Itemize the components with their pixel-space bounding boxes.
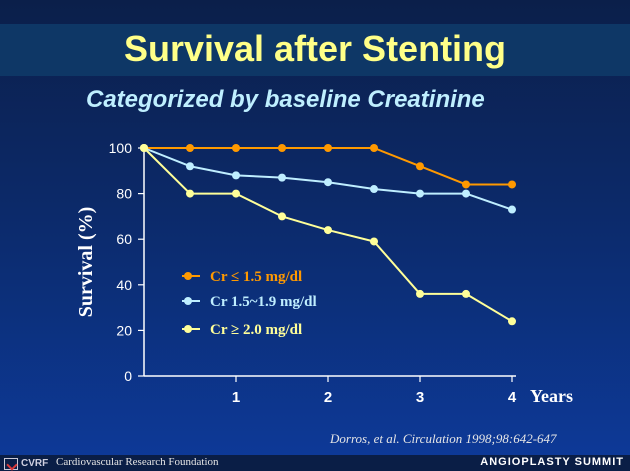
y-tick-label: 0: [124, 368, 132, 384]
series-line-3: [143, 147, 513, 323]
y-tick-label: 80: [116, 186, 132, 202]
series-3-point: [186, 189, 194, 198]
y-tick-label: 20: [116, 322, 132, 338]
y-tick-label: 40: [116, 277, 132, 293]
series-1-point: [508, 180, 516, 189]
series-2-point: [370, 185, 378, 194]
series-3-point: [370, 237, 378, 246]
series-2-point: [462, 189, 470, 198]
citation: Dorros, et al. Circulation 1998;98:642-6…: [330, 431, 557, 446]
slide-subtitle: Categorized by baseline Creatinine: [86, 86, 485, 113]
series-2-point: [416, 189, 424, 198]
legend-marker-3: [184, 325, 192, 333]
series-2-point: [232, 171, 240, 180]
slide-title: Survival after Stenting: [123, 28, 507, 69]
series-3-point: [278, 212, 286, 221]
series-1-point: [232, 144, 240, 152]
series-1-point: [186, 144, 194, 152]
footer-bar: [0, 455, 630, 471]
series-1-point: [462, 180, 470, 189]
series-3-point: [462, 289, 470, 298]
series-2-point: [186, 162, 194, 171]
legend-label-2: Cr 1.5~1.9 mg/dl: [210, 294, 317, 310]
footer-summit: ANGIOPLASTY SUMMIT: [480, 456, 624, 468]
series-2-point: [324, 178, 332, 187]
legend-label-3: Cr ≥ 2.0 mg/dl: [210, 322, 302, 338]
legend-marker-1: [184, 272, 192, 280]
logo-text: CVRF: [21, 458, 49, 469]
x-axis-label: Years: [530, 386, 573, 406]
series-1-point: [324, 144, 332, 152]
legend-label-1: Cr ≤ 1.5 mg/dl: [210, 269, 302, 285]
y-tick-label: 60: [116, 231, 132, 247]
y-tick-label: 100: [109, 140, 133, 156]
title-band: [0, 24, 630, 76]
series-1-point: [416, 162, 424, 171]
series-3-point: [324, 226, 332, 235]
cvrf-logo: CVRF: [4, 457, 48, 470]
x-tick-label: 3: [416, 389, 424, 406]
series-3-point: [140, 144, 148, 152]
series-1-point: [370, 144, 378, 152]
heart-icon: [4, 457, 18, 470]
x-tick-label: 4: [508, 389, 517, 406]
series-3-point: [508, 317, 516, 326]
series-1-point: [278, 144, 286, 152]
series-2-point: [278, 173, 286, 182]
y-axis-label: Survival (%): [75, 207, 97, 318]
series-2-point: [508, 205, 516, 214]
series-3-point: [416, 289, 424, 298]
series-3-point: [232, 189, 240, 198]
survival-chart: 0 20 40 60 80 100 1 2 3 4 Years Survival (%) Cr ≤ 1.…: [75, 140, 573, 406]
x-tick-label: 1: [232, 389, 240, 406]
footer-org: Cardiovascular Research Foundation: [56, 456, 219, 468]
legend-marker-2: [184, 297, 192, 305]
x-tick-label: 2: [324, 389, 332, 406]
